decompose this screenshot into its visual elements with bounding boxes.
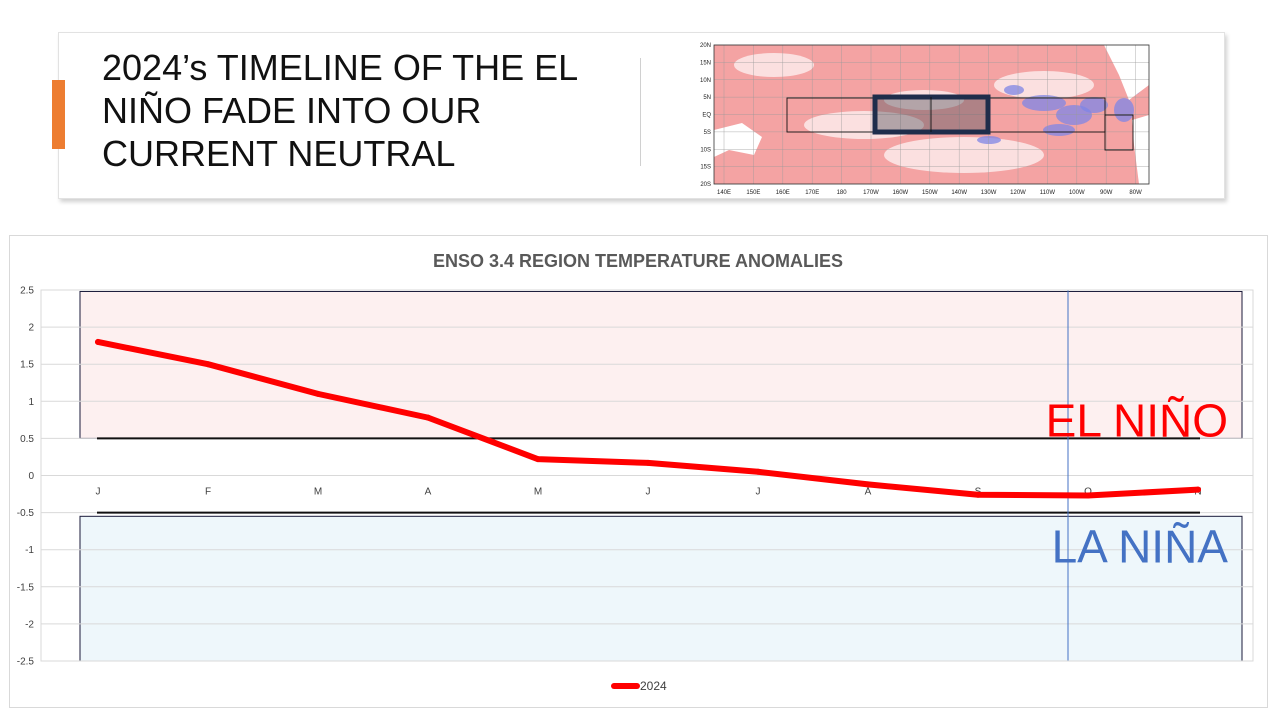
- data-point: [755, 468, 761, 475]
- x-tick-label: J: [96, 487, 101, 498]
- x-tick-label: J: [756, 487, 761, 498]
- y-tick-label: -2: [25, 619, 34, 630]
- y-tick-label: 0.5: [20, 434, 34, 445]
- x-tick-label: A: [865, 487, 872, 498]
- map-lat-label: 15N: [700, 60, 711, 66]
- map-cool-anomaly: [1022, 95, 1066, 111]
- map-lon-label: 180: [837, 190, 848, 196]
- map-lon-label: 140E: [717, 190, 731, 196]
- sst-anomaly-map: 140E 150E 160E 170E 180 170W 160W 150W 140W 130W 1…: [700, 43, 1150, 196]
- map-lat-label: 15S: [700, 165, 711, 171]
- y-tick-label: -1.5: [17, 582, 35, 593]
- map-lon-label: 140W: [951, 190, 967, 196]
- x-tick-label: A: [425, 487, 432, 498]
- map-cool-anomaly: [1114, 98, 1134, 122]
- map-lon-label: 110W: [1040, 190, 1056, 196]
- data-point: [1085, 492, 1091, 499]
- map-weak-anomaly: [734, 53, 814, 77]
- y-tick-label: 2: [28, 323, 34, 334]
- y-tick-label: 1.5: [20, 360, 34, 371]
- legend-label: 2024: [640, 679, 667, 693]
- title-divider: [640, 58, 641, 166]
- data-point: [205, 361, 211, 368]
- x-tick-label: J: [646, 487, 651, 498]
- map-lat-label: 10S: [700, 147, 711, 153]
- map-lat-label: 5N: [703, 95, 711, 101]
- x-tick-label: M: [534, 487, 542, 498]
- map-weak-anomaly: [994, 71, 1094, 99]
- map-lon-label: 80W: [1129, 190, 1142, 196]
- map-land-central-america: [1104, 45, 1149, 100]
- map-lon-label: 170W: [863, 190, 879, 196]
- map-lon-label: 130W: [981, 190, 997, 196]
- nino-12-region-box: [1104, 114, 1134, 151]
- map-cool-anomaly: [1004, 85, 1024, 95]
- slide-title: 2024’s TIMELINE OF THE EL NIÑO FADE INTO…: [102, 47, 577, 174]
- map-lon-label: 160W: [893, 190, 909, 196]
- map-lat-label: 10N: [700, 78, 711, 84]
- map-lat-label: EQ: [702, 113, 711, 119]
- map-lon-label: 150W: [922, 190, 938, 196]
- map-cool-anomaly: [1080, 97, 1108, 113]
- y-tick-label: -1: [25, 545, 34, 556]
- el-nino-zone: [79, 290, 1243, 439]
- la-nina-label: LA NIÑA: [1052, 520, 1229, 572]
- map-lon-label: 100W: [1069, 190, 1085, 196]
- map-lon-label: 90W: [1100, 190, 1113, 196]
- map-lat-label: 20S: [700, 182, 711, 188]
- map-lon-label: 170E: [805, 190, 819, 196]
- y-tick-label: -0.5: [17, 508, 35, 519]
- data-point: [535, 456, 541, 463]
- map-lat-label: 20N: [700, 43, 711, 49]
- map-lon-label: 160E: [776, 190, 790, 196]
- map-cool-anomaly: [1043, 124, 1075, 136]
- y-tick-label: 0: [28, 471, 34, 482]
- data-point: [425, 414, 431, 421]
- map-cool-anomaly: [977, 136, 1001, 144]
- nino-34-region-box: [872, 94, 991, 135]
- data-point: [1195, 486, 1201, 493]
- x-tick-label: O: [1084, 487, 1092, 498]
- data-point: [645, 459, 651, 466]
- data-point: [315, 390, 321, 397]
- la-nina-zone: [79, 515, 1243, 662]
- data-point: [95, 338, 101, 345]
- y-tick-label: 1: [28, 397, 34, 408]
- map-cool-anomaly: [1056, 105, 1092, 125]
- map-lon-label: 150E: [746, 190, 760, 196]
- accent-bar: [52, 80, 65, 149]
- chart-panel: ENSO 3.4 REGION TEMPERATURE ANOMALIES 2.5…: [9, 235, 1268, 708]
- map-land-new-guinea: [714, 123, 762, 157]
- x-tick-label: M: [314, 487, 322, 498]
- y-tick-label: 2.5: [20, 286, 34, 297]
- map-border: [713, 44, 1150, 185]
- x-tick-label: F: [205, 487, 211, 498]
- map-weak-anomaly: [884, 137, 1044, 173]
- enso-chart: ENSO 3.4 REGION TEMPERATURE ANOMALIES 2.5…: [17, 251, 1254, 693]
- el-nino-label: EL NIÑO: [1046, 394, 1228, 446]
- map-lat-label: 5S: [704, 130, 711, 136]
- data-point: [975, 491, 981, 498]
- data-point: [865, 481, 871, 488]
- plot-area-border: [40, 289, 1254, 662]
- y-tick-label: -2.5: [17, 657, 35, 668]
- map-lon-label: 120W: [1010, 190, 1026, 196]
- chart-title: ENSO 3.4 REGION TEMPERATURE ANOMALIES: [433, 251, 843, 271]
